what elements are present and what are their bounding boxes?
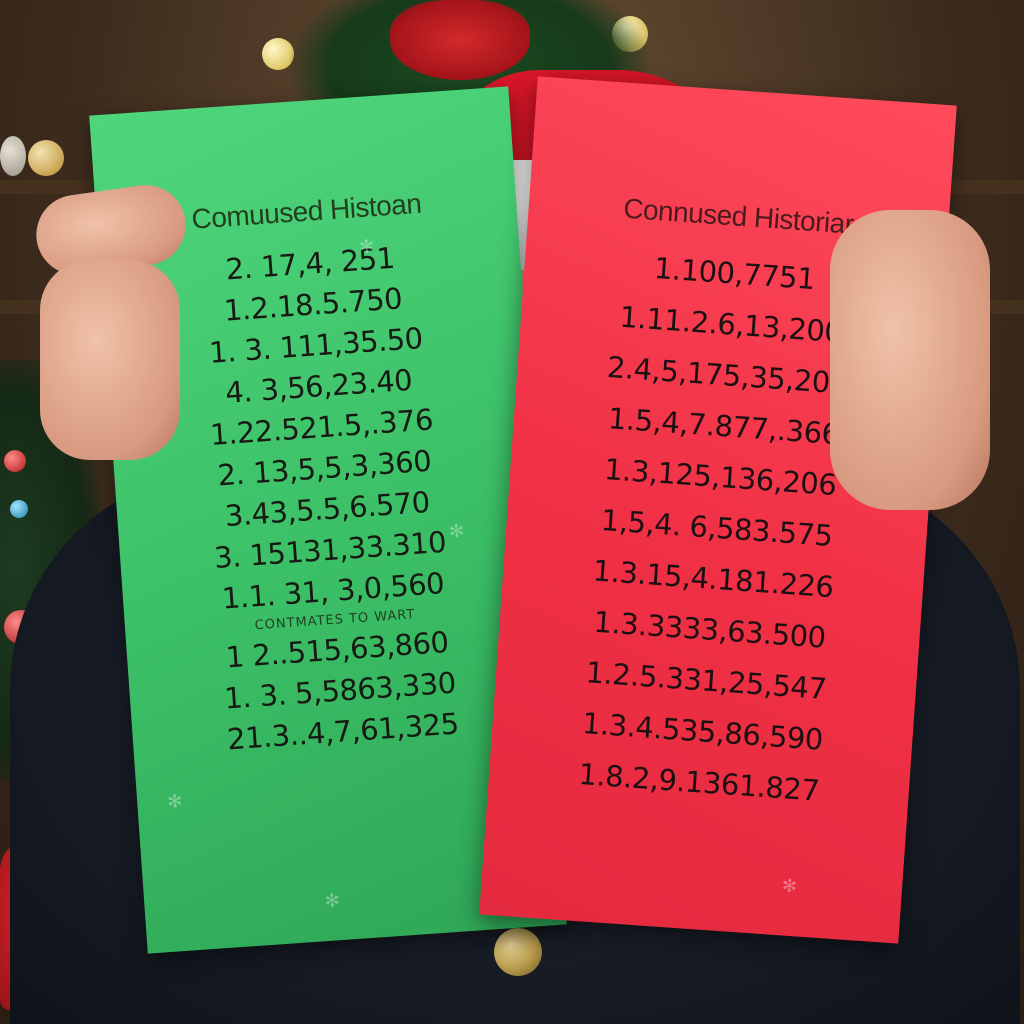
right-hand bbox=[830, 210, 990, 510]
blue-ornament bbox=[10, 500, 28, 518]
left-hand bbox=[40, 260, 180, 460]
coat-button bbox=[494, 928, 542, 976]
gold-ornament bbox=[28, 140, 64, 176]
red-bow bbox=[390, 0, 530, 80]
sign-title: Connused Historiar bbox=[622, 192, 855, 240]
sign-title: Comuused Histoan bbox=[190, 187, 423, 235]
red-ornament bbox=[4, 450, 26, 472]
number-list: 1.100,7751 1.11.2.6,13,200 2.4,5,175,35,… bbox=[577, 240, 857, 816]
red-sign: ✻ Connused Historiar 1.100,7751 1.11.2.6… bbox=[479, 76, 957, 944]
silver-ornament bbox=[0, 136, 26, 176]
gold-ornament bbox=[262, 38, 294, 70]
number-list: 2. 17,4, 251 1.2.18.5.750 1. 3. 111,35.5… bbox=[193, 236, 460, 761]
